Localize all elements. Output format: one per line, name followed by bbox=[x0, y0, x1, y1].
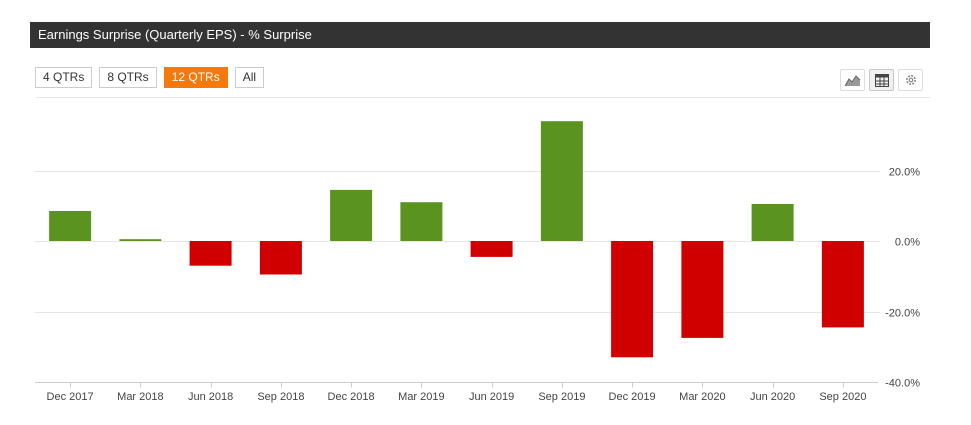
x-tick-label: Sep 2018 bbox=[257, 391, 304, 403]
chart-toolbar bbox=[840, 69, 923, 91]
table-icon bbox=[874, 73, 889, 87]
x-tick-label: Mar 2019 bbox=[398, 391, 444, 403]
bar bbox=[400, 202, 443, 241]
x-tick-label: Jun 2019 bbox=[469, 391, 514, 403]
bar bbox=[540, 121, 583, 241]
table-view-button[interactable] bbox=[869, 69, 894, 91]
gear-icon bbox=[905, 75, 916, 85]
bar bbox=[751, 204, 794, 241]
x-tick-label: Sep 2020 bbox=[819, 391, 866, 403]
range-selector: 4 QTRs 8 QTRs 12 QTRs All bbox=[35, 67, 265, 88]
area-chart-icon bbox=[844, 75, 861, 87]
bar bbox=[49, 211, 92, 241]
settings-button[interactable] bbox=[898, 69, 923, 91]
chart-title: Earnings Surprise (Quarterly EPS) - % Su… bbox=[30, 22, 930, 48]
bar bbox=[681, 241, 724, 338]
x-tick-label: Dec 2019 bbox=[609, 391, 656, 403]
y-tick-label: 20.0% bbox=[889, 167, 920, 179]
range-button-8-qtrs[interactable]: 8 QTRs bbox=[99, 67, 157, 88]
bar bbox=[330, 189, 373, 241]
x-tick-label: Sep 2019 bbox=[538, 391, 585, 403]
bar bbox=[259, 241, 302, 275]
x-tick-label: Mar 2018 bbox=[117, 391, 163, 403]
range-button-12-qtrs[interactable]: 12 QTRs bbox=[163, 67, 228, 88]
y-tick-label: -20.0% bbox=[885, 308, 920, 320]
x-tick-label: Mar 2020 bbox=[679, 391, 725, 403]
x-tick-label: Dec 2017 bbox=[47, 391, 94, 403]
bar bbox=[611, 241, 654, 358]
x-tick-label: Jun 2018 bbox=[188, 391, 233, 403]
range-button-all[interactable]: All bbox=[234, 67, 265, 88]
range-button-4-qtrs[interactable]: 4 QTRs bbox=[35, 67, 93, 88]
bar bbox=[470, 241, 513, 257]
y-tick-label: 0.0% bbox=[895, 237, 920, 249]
bar bbox=[821, 241, 864, 328]
x-tick-label: Dec 2018 bbox=[328, 391, 375, 403]
y-tick-label: -40.0% bbox=[885, 378, 920, 390]
chart-view-button[interactable] bbox=[840, 69, 865, 91]
x-tick-label: Jun 2020 bbox=[750, 391, 795, 403]
chart-top-rule bbox=[36, 97, 930, 98]
bar bbox=[119, 239, 162, 241]
bar bbox=[189, 241, 232, 266]
